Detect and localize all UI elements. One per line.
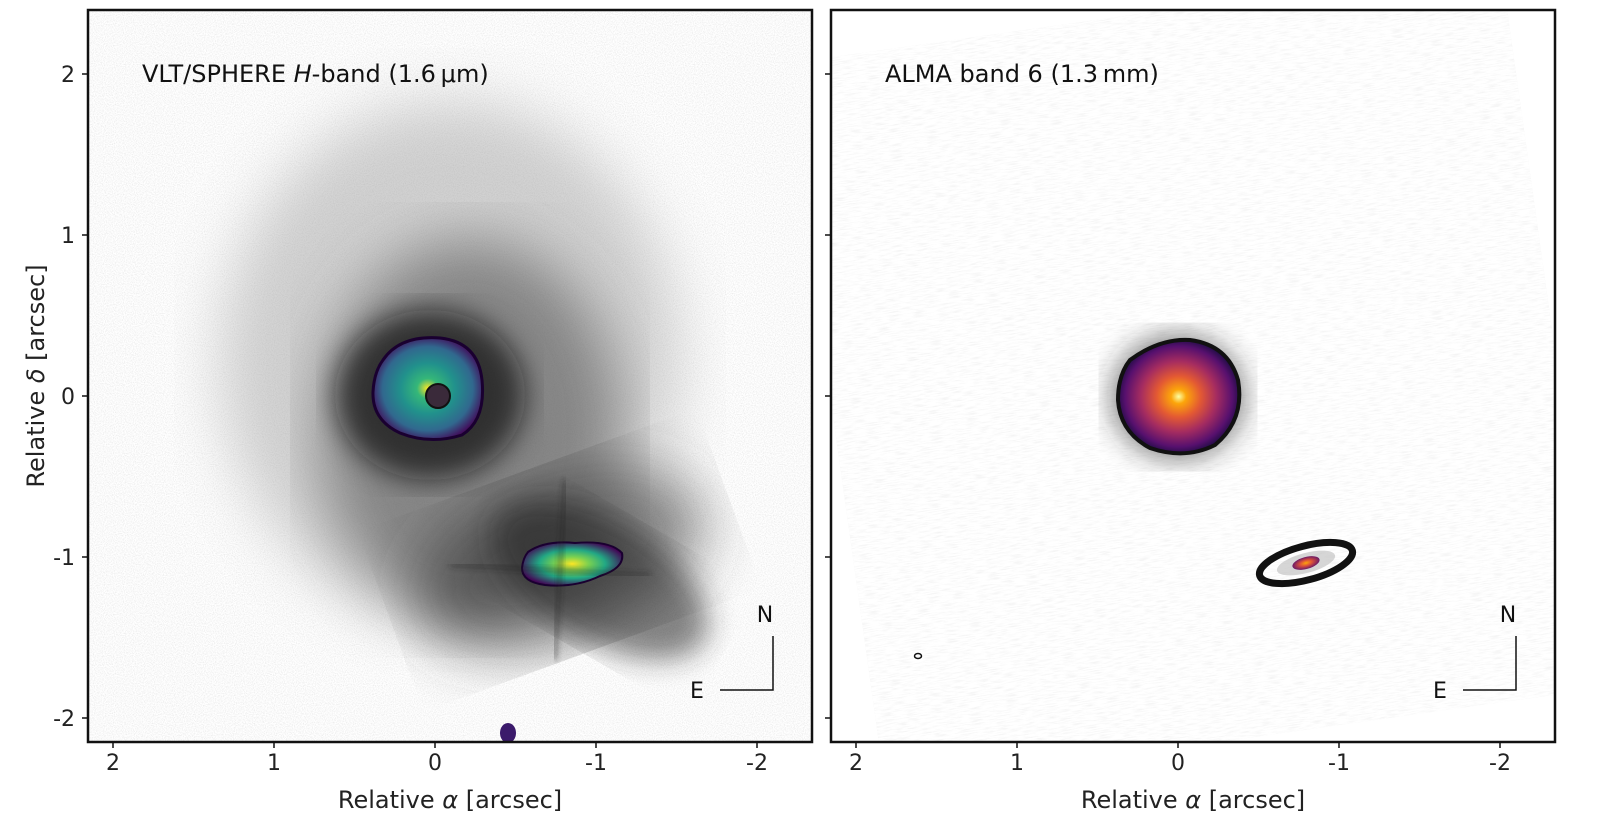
- x-tick-label: 1: [1010, 751, 1024, 776]
- left-frame: [86, 8, 814, 744]
- right-x-ticks: 2 1 0 -1 -2: [849, 742, 1511, 776]
- primary-disk: [1115, 337, 1242, 456]
- panel-left: VLT/SPHERE H-band (1.6 μm) 2 1 0 -1 -2 2…: [22, 8, 814, 814]
- coronagraph-mask: [425, 383, 451, 409]
- y-tick-label: -2: [53, 707, 75, 732]
- y-tick-label: -1: [53, 546, 75, 571]
- left-compass: N E: [690, 603, 774, 704]
- y-axis-label: Relative δ [arcsec]: [22, 264, 50, 487]
- right-frame: [829, 8, 1557, 744]
- x-tick-label: 0: [1171, 751, 1185, 776]
- left-y-ticks: 2 1 0 -1 -2: [53, 63, 88, 732]
- x-tick-label: 2: [849, 751, 863, 776]
- x-tick-label: -2: [1489, 751, 1511, 776]
- x-tick-label: 0: [428, 751, 442, 776]
- north-label: N: [757, 603, 773, 628]
- right-y-ticks: [825, 73, 831, 719]
- right-compass: N E: [1433, 603, 1517, 704]
- right-x-axis-label: Relative α [arcsec]: [1081, 786, 1305, 814]
- x-tick-label: 1: [267, 751, 281, 776]
- beam-ellipse: [913, 652, 923, 660]
- east-label: E: [1433, 679, 1447, 704]
- x-tick-label: -2: [746, 751, 768, 776]
- left-x-axis-label: Relative α [arcsec]: [338, 786, 562, 814]
- x-tick-label: 2: [106, 751, 120, 776]
- panel-right: ALMA band 6 (1.3 mm) 2 1 0 -1 -2 Relativ…: [825, 8, 1557, 814]
- left-title: VLT/SPHERE H-band (1.6 μm): [142, 60, 489, 88]
- y-tick-label: 1: [61, 224, 75, 249]
- secondary-ring: [1255, 538, 1357, 588]
- x-tick-label: -1: [585, 751, 607, 776]
- y-tick-label: 2: [61, 63, 75, 88]
- x-tick-label: -1: [1328, 751, 1350, 776]
- y-tick-label: 0: [61, 385, 75, 410]
- secondary-disk: [1292, 556, 1320, 570]
- right-image: [831, 10, 1555, 742]
- right-title: ALMA band 6 (1.3 mm): [885, 60, 1159, 88]
- left-x-ticks: 2 1 0 -1 -2: [106, 742, 768, 776]
- east-label: E: [690, 679, 704, 704]
- north-label: N: [1500, 603, 1516, 628]
- tertiary-source: [500, 723, 516, 742]
- left-image: [88, 10, 812, 742]
